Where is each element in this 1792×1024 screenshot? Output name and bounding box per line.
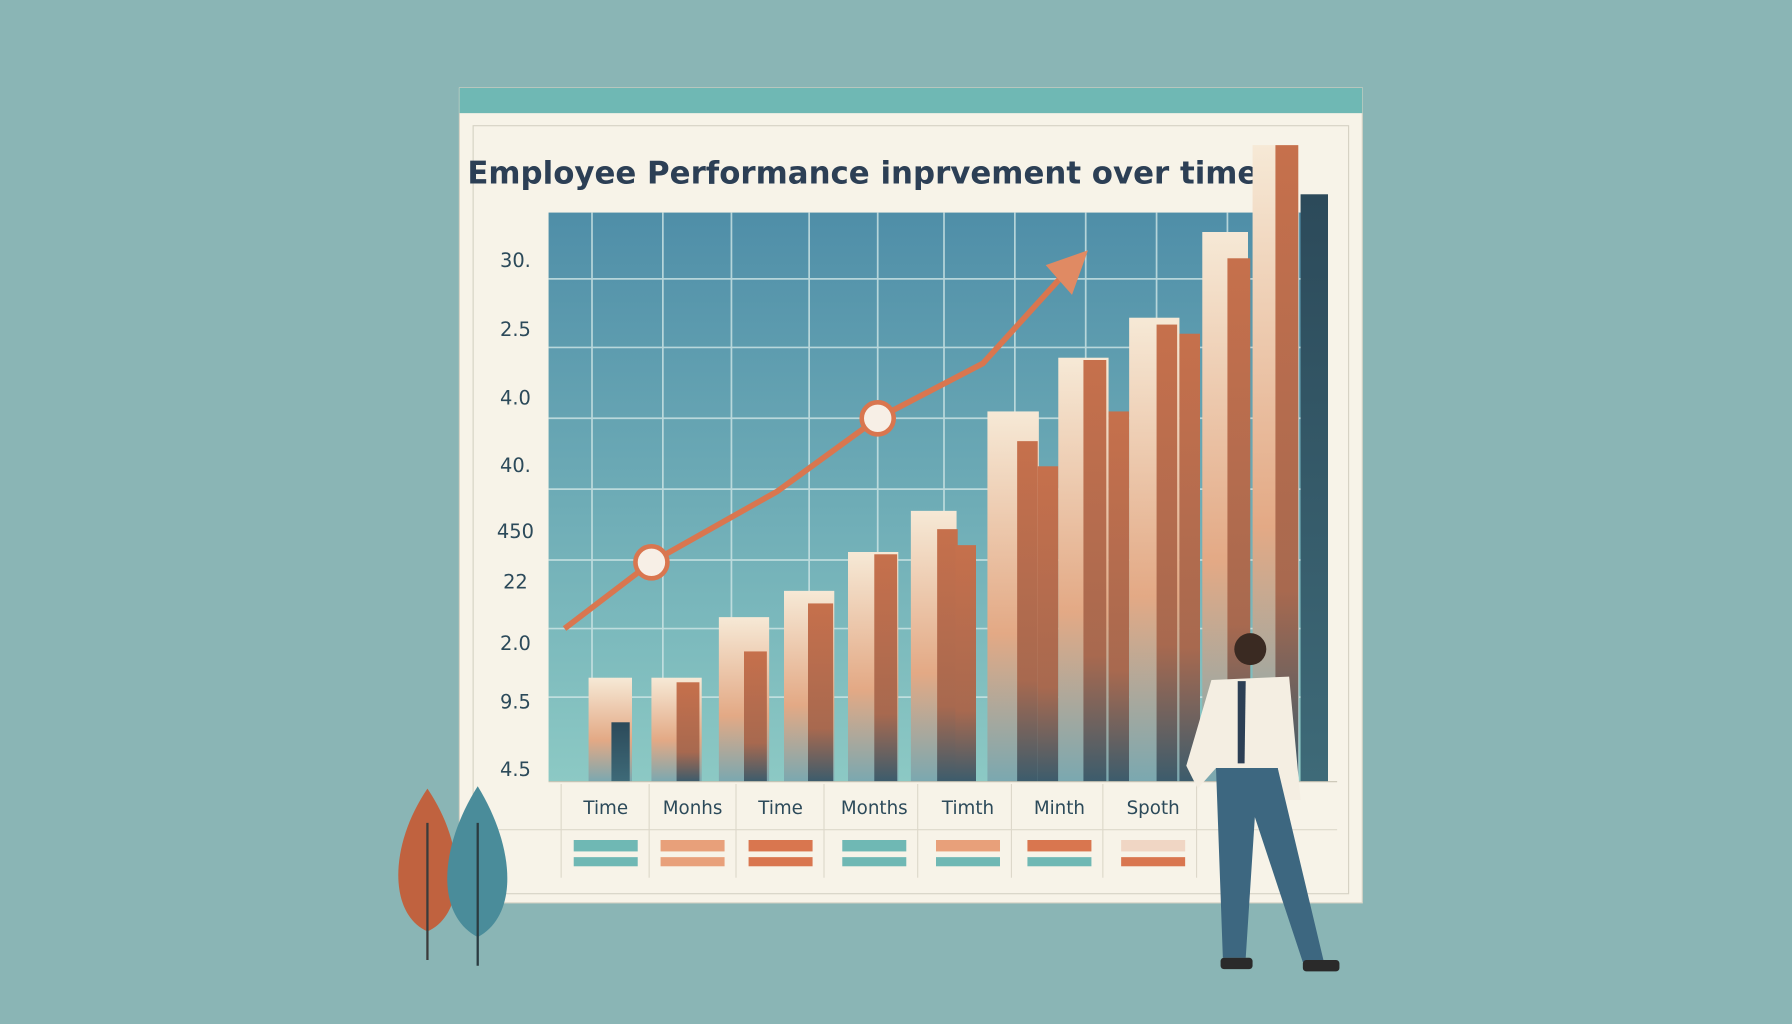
y-label: 2.5 [500,318,531,341]
x-label: Months [841,798,908,819]
y-label: 2.0 [500,632,531,655]
decorative-bar [1083,360,1107,782]
decorative-bar [808,603,834,782]
trend-point [633,543,670,581]
decorative-bar [611,722,630,782]
decorative-bar [1037,466,1059,782]
trees [398,786,508,966]
y-label: 4.0 [500,386,531,409]
y-label: 9.5 [500,690,531,713]
y-label: 30. [500,249,531,272]
person-trousers [1216,768,1324,963]
decorative-bar [1275,145,1299,782]
panel-inner-frame [472,125,1350,895]
legend-swatch [573,857,638,867]
decorative-bar [1179,333,1200,782]
legend-swatch [748,840,813,852]
legend-swatch [1121,840,1186,852]
legend-swatch [1121,857,1186,867]
legend-swatch [936,857,1000,867]
person-shoe [1302,960,1340,972]
decorative-bar [1017,441,1038,782]
person-head [1234,633,1267,666]
legend-swatch [1027,857,1092,867]
legend-swatch [573,840,638,852]
legend-swatch [660,840,725,852]
x-labels: Time Monhs Time Months Timth Minth Spoth [480,781,1338,878]
person [1186,633,1340,972]
x-label: Monhs [663,798,723,819]
decorative-bar [1300,194,1328,782]
decorative-bar [874,554,898,782]
decorative-bar [1156,324,1178,782]
decorative-bar [937,529,958,782]
person-tie [1237,681,1246,764]
y-labels: 30. 2.5 4.0 40. 450 22 2.0 9.5 4.5 [497,249,534,781]
legend-swatch [748,857,813,867]
arrow-head [1045,250,1088,295]
decorative-bar [1108,411,1130,782]
y-label: 4.5 [500,758,531,781]
person-shoe [1220,957,1253,970]
y-label: 450 [497,520,534,543]
title: Employee Performance inprvement over tim… [467,155,1258,191]
decorative-bar [676,682,700,782]
legend-swatch [936,840,1000,852]
x-label: Spoth [1127,798,1180,819]
legend-swatch [1027,840,1092,852]
panel-top-bar [459,88,1363,114]
x-label: Time [757,798,803,819]
trend-point [859,400,896,437]
y-label: 22 [503,570,528,593]
legend-swatch [842,840,907,852]
legend-swatch [660,857,725,867]
decorative-bar [744,651,767,782]
decorative-bar [955,545,976,782]
x-label: Time [582,798,628,819]
legend-swatch [842,857,907,867]
x-label: Minth [1034,798,1085,819]
x-label: Timth [941,798,994,819]
y-label: 40. [500,454,531,477]
